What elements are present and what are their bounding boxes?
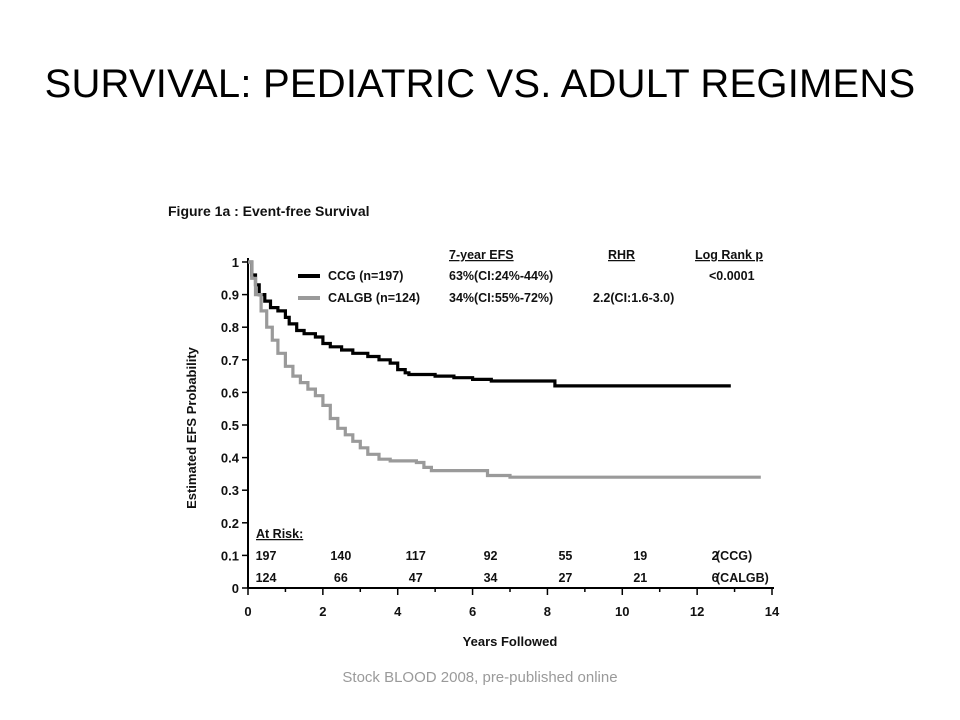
legend-header-logrank: Log Rank p <box>695 248 763 262</box>
x-tick-label: 2 <box>319 604 326 619</box>
y-tick-label: 0.4 <box>221 451 240 466</box>
x-tick-label: 6 <box>469 604 476 619</box>
y-tick-label: 0.5 <box>221 418 239 433</box>
x-axis-label: Years Followed <box>463 634 558 649</box>
series-line-ccg <box>248 260 731 388</box>
x-tick-label: 8 <box>544 604 551 619</box>
y-axis-label: Estimated EFS Probability <box>184 346 199 509</box>
legend-header-efs: 7-year EFS <box>449 248 514 262</box>
y-tick-label: 0.9 <box>221 288 239 303</box>
x-tick-label: 12 <box>690 604 704 619</box>
y-tick-label: 0.6 <box>221 385 239 400</box>
x-tick-label: 10 <box>615 604 629 619</box>
slide-title: SURVIVAL: PEDIATRIC VS. ADULT REGIMENS <box>44 62 916 106</box>
at-risk-heading: At Risk: <box>256 527 303 541</box>
y-tick-label: 1 <box>232 255 239 270</box>
at-risk-group-label: (CALGB) <box>716 571 769 585</box>
y-tick-label: 0 <box>232 581 239 596</box>
at-risk-count: 140 <box>330 549 351 563</box>
at-risk-count: 19 <box>633 549 647 563</box>
at-risk-count: 27 <box>558 571 572 585</box>
legend-efs-value: 63%(CI:24%-44%) <box>449 269 553 283</box>
citation: Stock BLOOD 2008, pre-published online <box>342 669 618 686</box>
y-tick-label: 0.8 <box>221 320 239 335</box>
legend-header-rhr: RHR <box>608 248 635 262</box>
legend-label: CALGB (n=124) <box>328 291 420 305</box>
at-risk-count: 197 <box>256 549 277 563</box>
x-tick-label: 14 <box>765 604 780 619</box>
y-tick-label: 0.7 <box>221 353 239 368</box>
series-line-calgb <box>248 260 761 479</box>
y-tick-label: 0.3 <box>221 483 239 498</box>
at-risk-count: 6 <box>712 571 719 585</box>
at-risk-count: 92 <box>484 549 498 563</box>
at-risk-count: 117 <box>406 549 426 563</box>
at-risk-count: 34 <box>484 571 498 585</box>
legend-label: CCG (n=197) <box>328 269 403 283</box>
x-tick-label: 4 <box>394 604 402 619</box>
at-risk-count: 55 <box>558 549 572 563</box>
y-tick-label: 0.1 <box>221 548 239 563</box>
legend-rhr-value: 2.2(CI:1.6-3.0) <box>593 291 674 305</box>
at-risk-count: 21 <box>633 571 647 585</box>
y-tick-label: 0.2 <box>221 516 239 531</box>
at-risk-count: 66 <box>334 571 348 585</box>
at-risk-count: 124 <box>256 571 277 585</box>
at-risk-group-label: (CCG) <box>716 549 752 563</box>
x-tick-label: 0 <box>244 604 251 619</box>
legend-logrank-value: <0.0001 <box>709 269 755 283</box>
at-risk-count: 47 <box>409 571 423 585</box>
figure-title: Figure 1a : Event-free Survival <box>168 203 370 219</box>
legend-efs-value: 34%(CI:55%-72%) <box>449 291 553 305</box>
at-risk-count: 2 <box>712 549 719 563</box>
